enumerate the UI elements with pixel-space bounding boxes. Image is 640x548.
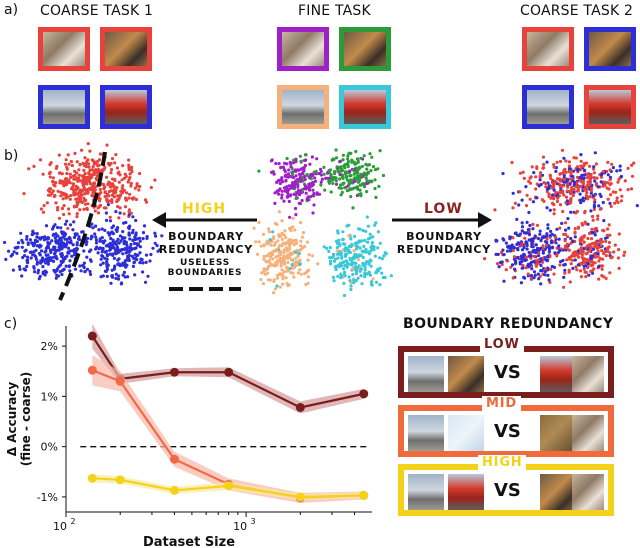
coarse-task-1-title: COARSE TASK 1: [40, 3, 154, 19]
low-redundancy-label: BOUNDARY REDUNDANCY: [396, 230, 492, 256]
x-tick-label: 10: [233, 520, 247, 533]
cat-image: [572, 474, 604, 510]
data-point: [224, 367, 234, 377]
panel-a-label: a): [4, 2, 19, 18]
boundary-redundancy-title: BOUNDARY REDUNDANCY: [403, 316, 614, 332]
dashed-line-icon: [169, 287, 241, 291]
arrows: [152, 212, 492, 228]
car-image: [408, 415, 444, 451]
panel-b-label: b): [4, 148, 19, 164]
data-point: [87, 473, 97, 483]
y-tick-label: 2%: [41, 340, 58, 353]
useless-boundaries-label: USELESS BOUNDARIES: [167, 258, 243, 278]
truck-image: [448, 474, 484, 510]
high-box-label: HIGH: [478, 455, 527, 470]
data-point: [359, 389, 369, 399]
y-axis-label: Δ Accuracy(fine - coarse): [5, 372, 33, 467]
thumb-car: [522, 85, 574, 129]
dog-image: [540, 474, 576, 510]
thumb-dog: [339, 27, 391, 71]
cat-image: [572, 415, 604, 451]
car-image: [408, 356, 444, 392]
data-point: [295, 402, 305, 412]
scatter-cluster: [252, 210, 320, 295]
vs-text: VS: [494, 362, 521, 383]
vs-text: VS: [494, 480, 521, 501]
data-point: [224, 481, 234, 491]
scatter-cluster: [80, 203, 164, 286]
series-line: [92, 477, 364, 499]
plane-image: [448, 415, 484, 451]
embedding-scatter-plots: [3, 142, 639, 301]
x-axis-label: Dataset Size: [143, 535, 235, 548]
vs-text: VS: [494, 421, 521, 442]
x-tick-exponent: 2: [70, 517, 75, 526]
y-tick-label: -1%: [37, 491, 58, 504]
x-tick-label: 10: [53, 520, 67, 533]
high-redundancy-box: VS: [398, 464, 614, 516]
high-label: HIGH: [182, 201, 227, 217]
thumb-dog: [584, 27, 636, 71]
data-point: [169, 485, 179, 495]
data-point: [169, 454, 179, 464]
panel-c-label: c): [4, 316, 18, 332]
data-point: [115, 475, 125, 485]
thumb-cat: [522, 27, 574, 71]
thumb-truck: [584, 85, 636, 129]
coarse-task-2-title: COARSE TASK 2: [520, 3, 634, 19]
mid-redundancy-box: VS: [398, 405, 614, 457]
cat-image: [572, 356, 604, 392]
fine-task-title: FINE TASK: [298, 3, 371, 19]
scatter-cluster: [483, 208, 577, 286]
data-point: [87, 331, 97, 341]
frog-image: [540, 415, 576, 451]
data-point: [87, 365, 97, 375]
low-box-label: LOW: [480, 337, 524, 352]
thumb-truck: [339, 85, 391, 129]
scatter-cluster: [257, 153, 339, 219]
high-redundancy-label: BOUNDARY REDUNDANCY: [158, 230, 254, 256]
truck-image: [540, 356, 576, 392]
thumb-truck: [100, 85, 152, 129]
scatter-cluster: [322, 215, 393, 298]
data-point: [115, 376, 125, 386]
series-group: [87, 473, 369, 502]
thumb-car: [38, 85, 90, 129]
low-redundancy-box: VS: [398, 346, 614, 398]
useless-boundary-line: [58, 151, 107, 301]
scatter-cluster: [322, 148, 386, 210]
scatter-cluster: [501, 148, 639, 226]
car-image: [408, 474, 444, 510]
y-tick-label: 1%: [41, 390, 58, 403]
thumb-cat: [277, 27, 329, 71]
dog-image: [448, 356, 484, 392]
data-point: [169, 367, 179, 377]
data-point: [295, 492, 305, 502]
thumb-car: [277, 85, 329, 129]
x-tick-exponent: 3: [251, 517, 256, 526]
thumb-cat: [38, 27, 90, 71]
y-tick-label: 0%: [41, 441, 58, 454]
low-label: LOW: [424, 201, 463, 217]
useless-boundary-legend: USELESS BOUNDARIES: [165, 258, 245, 297]
thumb-dog: [100, 27, 152, 71]
scatter-cluster: [549, 211, 627, 289]
mid-box-label: MID: [482, 396, 521, 411]
data-point: [359, 490, 369, 500]
